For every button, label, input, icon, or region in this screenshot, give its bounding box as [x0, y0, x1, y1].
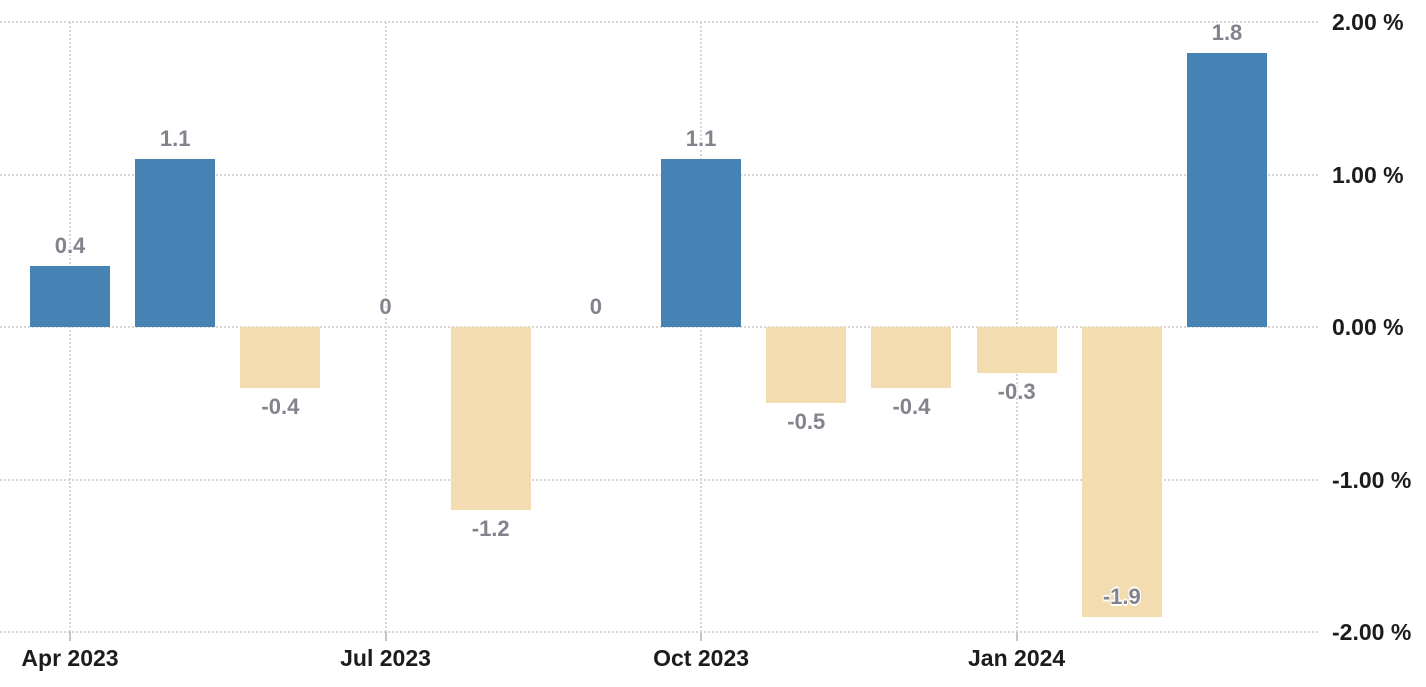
x-axis-tick-mark [69, 632, 71, 641]
h-gridline--2-00- [0, 631, 1318, 633]
x-axis-tick-label: Oct 2023 [653, 645, 750, 671]
x-axis-tick-label: Jan 2024 [968, 645, 1066, 671]
h-gridline-2-00- [0, 21, 1318, 23]
bar-may-2023[interactable] [135, 159, 216, 327]
x-axis-tick-label: Jul 2023 [340, 645, 431, 671]
value-label-jul-2023: 0 [379, 294, 392, 319]
value-label-mar-2024: 1.8 [1211, 19, 1243, 45]
value-label-apr-2023: 0.4 [54, 233, 86, 258]
x-axis-tick-mark [384, 632, 387, 641]
value-label-feb-2024: -1.9 [1102, 583, 1141, 609]
bar-apr-2023[interactable] [30, 266, 110, 327]
v-gridline-apr-2023 [69, 22, 71, 632]
value-label-sep-2023: 0 [589, 294, 603, 319]
bar-jun-2023[interactable] [240, 327, 321, 388]
bar-dec-2023[interactable] [871, 327, 952, 388]
v-gridline-oct-2023 [700, 22, 703, 632]
value-label-jun-2023: -0.4 [261, 394, 300, 419]
x-axis-tick-label: Apr 2023 [21, 645, 119, 671]
value-label-jan-2024: -0.3 [997, 378, 1036, 404]
h-gridline-0-00- [0, 326, 1318, 328]
bar-feb-2024[interactable] [1081, 327, 1162, 617]
value-label-may-2023: 1.1 [159, 126, 191, 152]
x-axis-tick-mark [1015, 632, 1018, 641]
v-gridline-jul-2023 [384, 22, 387, 632]
y-axis-tick-label: -1.00 % [1332, 466, 1412, 493]
y-axis-tick-label: 0.00 % [1332, 314, 1404, 340]
x-axis-tick-mark [700, 632, 703, 641]
h-gridline--1-00- [0, 478, 1318, 481]
bar-aug-2023[interactable] [450, 327, 531, 510]
bar-oct-2023[interactable] [661, 159, 742, 327]
value-label-dec-2023: -0.4 [892, 394, 931, 419]
y-axis-tick-label: 2.00 % [1332, 9, 1404, 35]
bar-nov-2023[interactable] [766, 327, 847, 404]
y-axis-tick-label: -2.00 % [1332, 619, 1412, 645]
value-label-nov-2023: -0.5 [787, 409, 826, 435]
value-label-oct-2023: 1.1 [685, 126, 717, 152]
y-axis-tick-label: 1.00 % [1332, 161, 1404, 188]
h-gridline-1-00- [0, 173, 1318, 176]
value-label-aug-2023: -1.2 [471, 516, 510, 541]
bar-jan-2024[interactable] [976, 327, 1057, 373]
bar-mar-2024[interactable] [1187, 52, 1267, 327]
